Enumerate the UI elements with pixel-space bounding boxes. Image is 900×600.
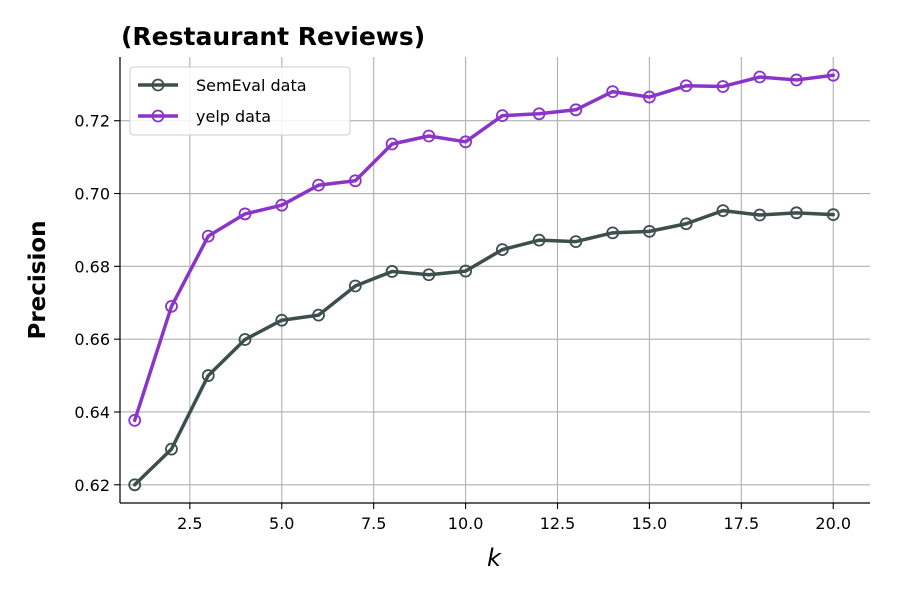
data-point-yelp-data (385, 137, 399, 151)
data-point-yelp-data (275, 198, 289, 212)
data-point-yelp-data (643, 90, 656, 104)
x-tick-label: 15.0 (632, 514, 668, 533)
x-tick-label: 20.0 (815, 514, 851, 533)
data-point-yelp-data (422, 129, 436, 143)
data-point-yelp-data (826, 68, 840, 82)
series-group (128, 68, 840, 492)
data-point-semeval-data (238, 333, 252, 346)
legend-marker-yelp (151, 109, 165, 123)
data-point-semeval-data (165, 442, 178, 456)
y-ticks: 0.62 0.64 0.66 0.68 0.70 0.72 (74, 112, 120, 495)
data-point-semeval-data (569, 235, 583, 248)
data-point-semeval-data (495, 243, 509, 256)
data-point-semeval-data (606, 226, 620, 240)
x-tick-label: 5.0 (269, 514, 294, 533)
y-tick-label: 0.64 (74, 403, 110, 422)
data-point-yelp-data (201, 229, 215, 243)
data-point-yelp-data (238, 207, 252, 221)
data-point-yelp-data (679, 79, 693, 93)
data-point-semeval-data (459, 264, 472, 278)
x-tick-label: 7.5 (361, 514, 386, 533)
data-point-yelp-data (165, 299, 178, 313)
x-tick-label: 10.0 (448, 514, 484, 533)
y-tick-label: 0.62 (74, 476, 110, 495)
data-point-yelp-data (753, 70, 767, 84)
y-tick-label: 0.66 (74, 330, 110, 349)
legend-label-yelp: yelp data (196, 107, 271, 126)
data-point-yelp-data (716, 80, 730, 93)
x-ticks: 2.5 5.0 7.5 10.0 12.5 15.0 17.5 20.0 (177, 503, 851, 533)
data-point-semeval-data (679, 217, 693, 231)
series-semeval-data (128, 204, 840, 492)
data-point-semeval-data (348, 279, 362, 293)
legend-label-semeval: SemEval data (196, 76, 307, 95)
data-point-yelp-data (532, 107, 546, 121)
x-axis-label: k (487, 544, 502, 572)
legend-marker-semeval (151, 78, 165, 92)
data-point-semeval-data (643, 224, 656, 238)
data-point-semeval-data (422, 268, 436, 282)
data-point-semeval-data (201, 369, 215, 382)
data-point-semeval-data (385, 265, 399, 278)
x-tick-label: 2.5 (177, 514, 202, 533)
y-axis-label: Precision (25, 220, 51, 339)
data-point-semeval-data (532, 233, 546, 247)
y-tick-label: 0.68 (74, 257, 110, 276)
data-point-semeval-data (790, 206, 803, 220)
y-tick-label: 0.72 (74, 112, 110, 131)
chart-title: (Restaurant Reviews) (121, 22, 425, 51)
data-point-yelp-data (790, 73, 803, 87)
data-point-yelp-data (459, 135, 472, 149)
axes (119, 57, 870, 504)
legend: SemEval data yelp data (129, 66, 351, 136)
data-point-yelp-data (606, 85, 620, 98)
data-point-yelp-data (348, 174, 362, 188)
data-point-yelp-data (312, 178, 325, 192)
x-tick-label: 12.5 (540, 514, 576, 533)
x-tick-label: 17.5 (724, 514, 760, 533)
data-point-yelp-data (128, 413, 142, 427)
data-point-semeval-data (128, 478, 142, 492)
data-point-semeval-data (312, 308, 325, 322)
data-point-semeval-data (753, 208, 767, 222)
legend-box (129, 66, 351, 136)
data-point-semeval-data (826, 208, 840, 222)
data-point-semeval-data (716, 204, 730, 218)
data-point-yelp-data (495, 109, 509, 123)
data-point-yelp-data (569, 103, 583, 117)
series-line-semeval-data (132, 208, 835, 487)
series-yelp-data (128, 68, 840, 427)
data-point-semeval-data (275, 313, 289, 327)
y-tick-label: 0.70 (74, 185, 110, 204)
